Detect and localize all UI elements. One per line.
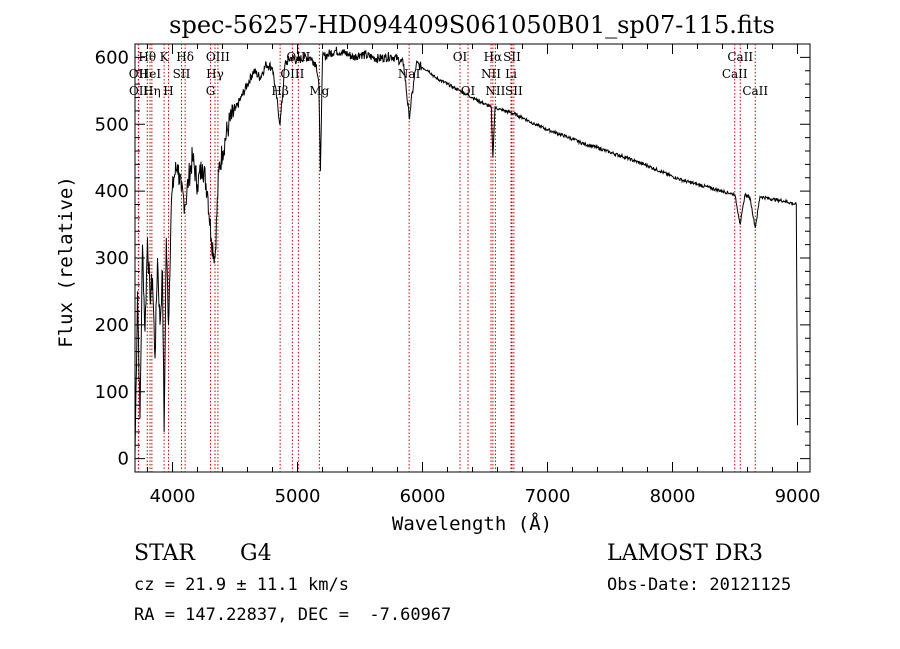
marker-label-21: NII	[481, 67, 501, 81]
marker-label-16: NaI	[398, 67, 421, 81]
y-tick-label-5: 500	[95, 114, 129, 135]
flux-series-line	[134, 46, 798, 456]
marker-label-7: H	[163, 84, 173, 98]
y-tick-label-3: 300	[95, 248, 129, 269]
marker-label-24: SII	[505, 84, 523, 98]
y-tick-label-2: 200	[95, 315, 129, 336]
marker-label-8: Hδ	[176, 50, 194, 64]
marker-label-15: Mg	[309, 84, 329, 98]
marker-label-4: Hη	[143, 84, 161, 98]
line-markers	[137, 44, 756, 472]
x-tick-label-3: 7000	[525, 486, 571, 507]
x-axis-label: Wavelength (Å)	[392, 512, 552, 535]
y-tick-label-6: 600	[95, 47, 129, 68]
y-tick-label-1: 100	[95, 382, 129, 403]
marker-label-23: NII	[485, 84, 505, 98]
marker-label-17: OI	[453, 50, 468, 64]
marker-label-0: Hθ	[138, 50, 156, 64]
marker-label-20: SII	[503, 50, 521, 64]
marker-label-11: G	[206, 84, 216, 98]
marker-label-27: CaII	[742, 84, 768, 98]
x-tick-label-0: 4000	[150, 486, 196, 507]
chart-title: spec-56257-HD094409S061050B01_sp07-115.f…	[169, 11, 775, 39]
y-tick-label-4: 400	[95, 181, 129, 202]
marker-label-13: OIII	[280, 67, 304, 81]
marker-label-6: SII	[173, 67, 191, 81]
marker-label-12: OIII	[286, 50, 310, 64]
x-axis-ticks: 4000 5000 6000 7000 8000 9000	[147, 44, 821, 507]
marker-label-2: OII	[129, 84, 149, 98]
y-tick-label-0: 0	[118, 449, 129, 470]
x-tick-label-2: 6000	[400, 486, 446, 507]
x-tick-label-5: 9000	[775, 486, 821, 507]
marker-label-5: K	[160, 50, 170, 64]
marker-label-10: Hγ	[206, 67, 224, 81]
object-class: STAR	[134, 541, 196, 566]
x-tick-label-4: 8000	[650, 486, 696, 507]
y-axis-ticks: 0 100 200 300 400 500 600	[95, 47, 810, 470]
marker-label-3: HeI	[139, 67, 162, 81]
coordinates: RA = 147.22837, DEC = -7.60967	[134, 605, 451, 625]
marker-label-14: Hβ	[271, 84, 288, 98]
marker-label-19: Hα	[484, 50, 503, 64]
obs-date: Obs-Date: 20121125	[607, 575, 791, 595]
marker-label-26: CaII	[722, 67, 748, 81]
marker-label-9: OIII	[206, 50, 230, 64]
marker-label-25: CaII	[727, 50, 753, 64]
survey-name: LAMOST DR3	[607, 541, 763, 566]
marker-label-1: OII	[129, 67, 149, 81]
marker-label-22: Li	[505, 67, 517, 81]
x-tick-label-1: 5000	[275, 486, 321, 507]
object-subclass: G4	[240, 541, 272, 566]
redshift-value: cz = 21.9 ± 11.1 km/s	[134, 575, 349, 595]
marker-label-18: OI	[461, 84, 476, 98]
y-axis-label: Flux (relative)	[55, 176, 77, 348]
